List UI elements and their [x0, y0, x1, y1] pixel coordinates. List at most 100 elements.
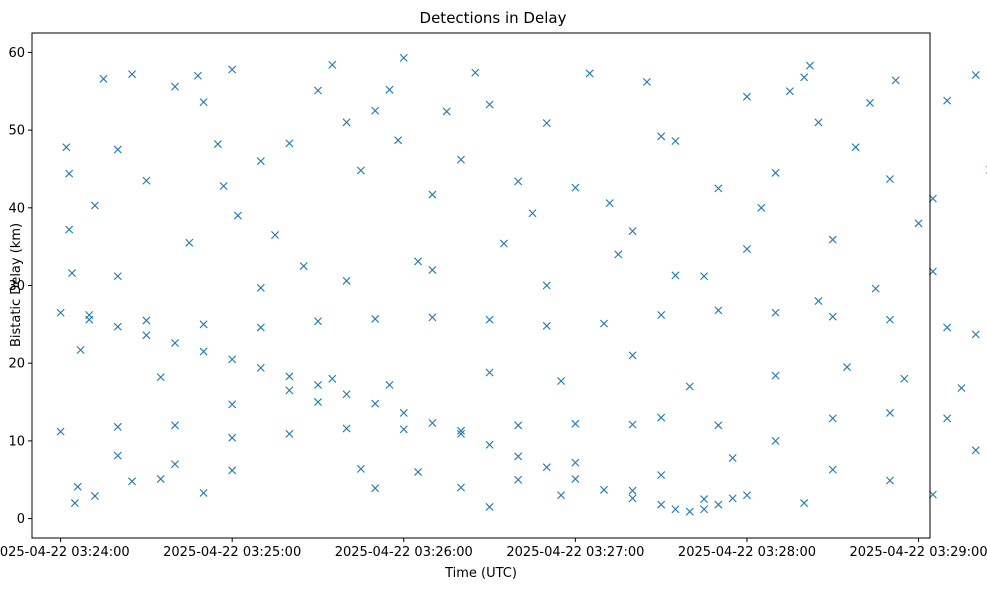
data-point — [628, 494, 637, 503]
data-point — [342, 276, 351, 285]
data-point — [285, 386, 294, 395]
data-point — [485, 100, 494, 109]
x-tick-label: 2025-04-22 03:25:00 — [163, 545, 301, 560]
data-point — [219, 182, 228, 191]
data-point — [285, 139, 294, 148]
data-point — [256, 283, 265, 292]
data-point — [728, 494, 737, 503]
data-point — [891, 76, 900, 85]
data-point — [399, 53, 408, 62]
data-point — [371, 314, 380, 323]
data-point — [371, 106, 380, 115]
data-point — [671, 271, 680, 280]
x-axis-label: Time (UTC) — [444, 566, 517, 581]
data-point — [399, 408, 408, 417]
data-point — [90, 492, 99, 501]
data-point — [714, 421, 723, 430]
y-tick-label: 10 — [8, 434, 25, 449]
data-point — [128, 477, 137, 486]
data-point — [828, 235, 837, 244]
data-point — [73, 482, 82, 491]
data-point — [171, 460, 179, 469]
data-point — [642, 77, 651, 86]
data-point — [399, 425, 408, 434]
data-point — [342, 118, 351, 127]
data-point — [356, 464, 365, 473]
data-point — [800, 499, 809, 508]
y-tick-label: 20 — [8, 357, 25, 372]
data-point — [156, 373, 165, 382]
data-point — [628, 420, 637, 429]
data-point — [885, 175, 894, 184]
x-tick-label: 2025-04-22 03:29:00 — [850, 545, 987, 560]
data-point — [885, 476, 894, 485]
data-point — [285, 372, 294, 381]
data-point — [299, 262, 308, 271]
data-point — [113, 322, 122, 331]
data-point — [885, 315, 894, 324]
data-point — [442, 107, 451, 116]
data-point — [394, 136, 403, 145]
data-point — [814, 297, 823, 306]
data-point — [865, 98, 874, 107]
data-point — [628, 486, 637, 495]
plot-frame — [31, 32, 931, 539]
data-point — [113, 422, 122, 431]
data-point — [828, 414, 837, 423]
data-point — [971, 446, 980, 455]
data-point — [785, 87, 794, 96]
data-point — [371, 399, 380, 408]
data-point — [428, 419, 437, 428]
x-tick-label: 2025-04-22 03:28:00 — [678, 545, 816, 560]
data-point — [142, 316, 151, 325]
data-point — [714, 500, 723, 509]
data-point — [156, 474, 165, 483]
data-point — [313, 380, 322, 389]
data-point — [742, 491, 751, 500]
y-tick-label: 60 — [8, 46, 25, 61]
data-point — [385, 380, 394, 389]
data-point — [485, 368, 494, 377]
data-point — [685, 507, 694, 516]
data-point — [228, 65, 237, 74]
data-point — [971, 330, 980, 339]
data-point — [605, 199, 614, 208]
data-point — [657, 413, 666, 422]
data-point — [585, 69, 594, 78]
data-point — [871, 284, 880, 293]
data-point — [142, 176, 151, 185]
data-point — [328, 60, 337, 69]
data-point — [428, 265, 437, 274]
data-point — [514, 452, 523, 461]
data-point — [113, 451, 122, 460]
data-point — [142, 331, 151, 340]
y-tick-label: 0 — [17, 512, 25, 527]
data-point — [742, 92, 751, 101]
data-point — [943, 323, 952, 332]
data-point — [614, 250, 623, 259]
data-point — [356, 166, 365, 175]
data-point — [328, 374, 337, 383]
data-point — [943, 96, 952, 105]
data-point — [843, 363, 852, 372]
data-point — [671, 505, 680, 514]
data-point — [213, 140, 222, 149]
data-point — [65, 169, 74, 178]
data-point — [171, 82, 179, 91]
y-tick-label: 50 — [8, 124, 25, 139]
data-point — [456, 483, 465, 492]
data-point — [814, 118, 823, 127]
data-point — [571, 474, 580, 483]
data-point — [571, 419, 580, 428]
data-point — [514, 475, 523, 484]
data-point — [428, 313, 437, 322]
data-point — [628, 351, 637, 360]
data-point — [85, 311, 94, 320]
data-point — [485, 315, 494, 324]
data-point — [657, 311, 666, 320]
data-point — [628, 227, 637, 236]
data-point — [599, 319, 608, 328]
data-point — [514, 421, 523, 430]
data-point — [671, 137, 680, 145]
